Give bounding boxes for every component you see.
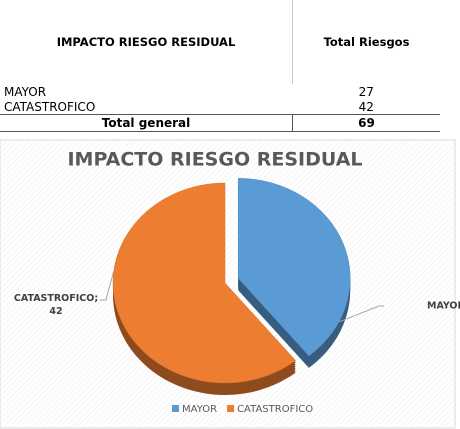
header-row: IMPACTO RIESGO RESIDUAL Total Riesgos bbox=[0, 0, 440, 84]
pie-slice bbox=[237, 178, 351, 357]
data-label: MAYOR; 27 bbox=[427, 301, 460, 312]
pie-slice bbox=[112, 182, 297, 384]
row: CATASTROFICO 42 bbox=[0, 99, 440, 115]
header-cell: IMPACTO RIESGO RESIDUAL bbox=[0, 0, 293, 84]
cell: 27 bbox=[358, 84, 374, 99]
legend-swatch bbox=[172, 405, 179, 412]
leader-line bbox=[99, 270, 115, 301]
header-cell: Total Riesgos bbox=[323, 35, 410, 49]
data-label: CATASTROFICO; 42 bbox=[13, 293, 99, 317]
cell: 69 bbox=[292, 114, 440, 132]
cell: 42 bbox=[358, 99, 374, 114]
leader-line bbox=[338, 305, 385, 323]
cell: CATASTROFICO bbox=[4, 99, 96, 114]
cell: MAYOR bbox=[4, 84, 47, 99]
legend-label: MAYOR bbox=[182, 404, 217, 415]
legend-label: CATASTROFICO bbox=[237, 404, 313, 415]
pivot-table: IMPACTO RIESGO RESIDUAL Total Riesgos MA… bbox=[0, 0, 440, 132]
total-row: Total general 69 bbox=[0, 114, 440, 132]
row: MAYOR 27 bbox=[0, 84, 440, 99]
legend-swatch bbox=[227, 405, 235, 412]
chart-title: IMPACTO RIESGO RESIDUAL bbox=[67, 149, 362, 171]
cell: Total general bbox=[0, 114, 293, 132]
